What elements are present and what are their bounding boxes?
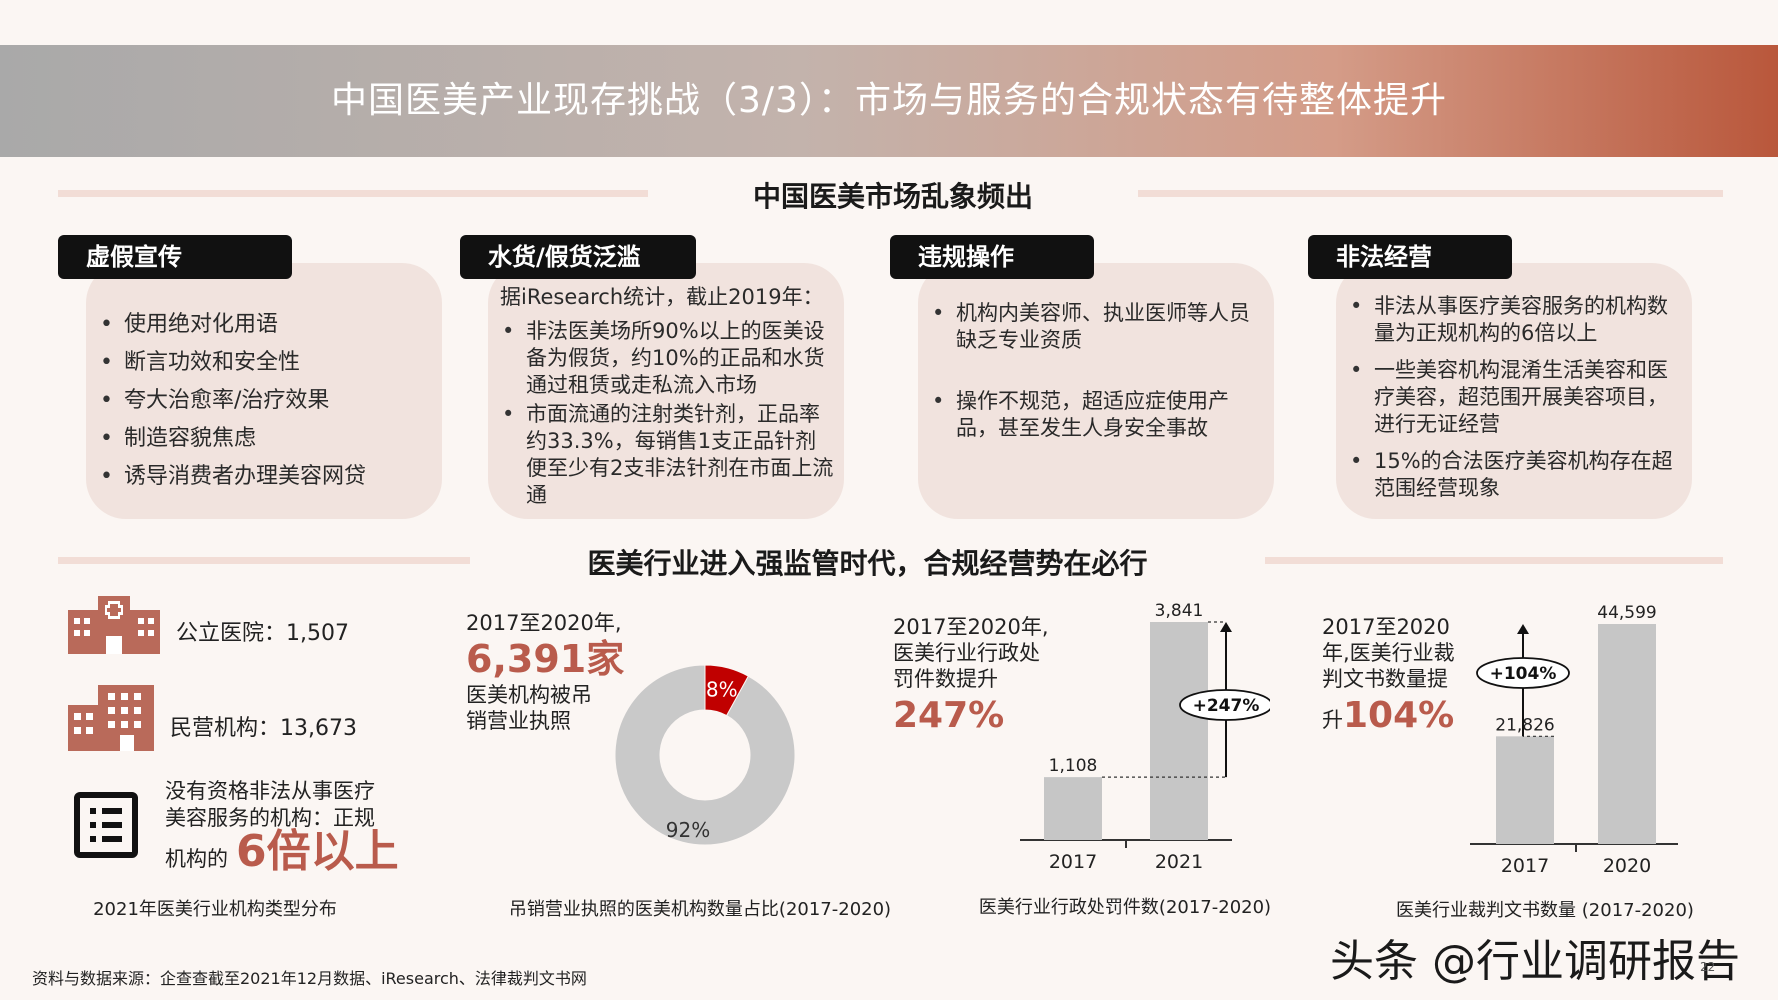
list-item: 非法从事医疗美容服务的机构数量为正规机构的6倍以上	[1346, 293, 1676, 347]
category-label: 2021	[1155, 851, 1203, 873]
list-item: 机构内美容师、执业医师等人员缺乏专业资质	[928, 300, 1254, 354]
page-title: 中国医美产业现存挑战（3/3）：市场与服务的合规状态有待整体提升	[331, 80, 1447, 121]
caption-institutions: 2021年医美行业机构类型分布	[93, 899, 337, 920]
list-item: 15%的合法医疗美容机构存在超范围经营现象	[1346, 448, 1676, 502]
growth-arrow-head	[1220, 622, 1232, 632]
penalty-desc-line: 2017至2020年,	[893, 615, 1049, 639]
growth-arrow-head	[1517, 624, 1529, 634]
donut-chart: 8% 92%	[614, 664, 796, 846]
section-divider-left	[58, 190, 648, 197]
caption-penalty: 医美行业行政处罚件数(2017-2020)	[978, 897, 1272, 918]
illegal-text-line: 没有资格非法从事医疗	[165, 779, 375, 803]
illegal-text-line: 美容服务的机构：正规	[165, 806, 375, 830]
illegal-multiple-highlight: 6倍以上	[236, 826, 399, 877]
caption-judgment: 医美行业裁判文书数量 (2017-2020)	[1396, 900, 1694, 921]
list-item: 诱导消费者办理美容网贷	[96, 458, 426, 496]
list-item: 非法医美场所90%以上的医美设备为假货，约10%的正品和水货通过租赁或走私流入市…	[498, 318, 834, 399]
card-counterfeit-list: 非法医美场所90%以上的医美设备为假货，约10%的正品和水货通过租赁或走私流入市…	[498, 318, 834, 509]
category-label: 2017	[1049, 851, 1097, 873]
card-illegal-business-list: 非法从事医疗美容服务的机构数量为正规机构的6倍以上 一些美容机构混淆生活美容和医…	[1346, 293, 1676, 502]
card-counterfeit-intro: 据iResearch统计，截止2019年：	[500, 285, 824, 309]
illegal-institutions-text: 没有资格非法从事医疗 美容服务的机构：正规 机构的 6倍以上	[165, 778, 399, 874]
judgment-desc-line: 升	[1322, 708, 1343, 732]
growth-annotation: +247%	[1193, 696, 1260, 716]
page-number: 22	[1700, 960, 1716, 974]
growth-annotation-bubble	[1476, 657, 1570, 689]
category-label: 2020	[1603, 855, 1651, 877]
judgment-desc-line: 判文书数量提	[1322, 667, 1448, 691]
judgment-desc: 2017至2020 年,医美行业裁 判文书数量提 升104%	[1322, 614, 1455, 740]
bar	[1150, 622, 1208, 840]
growth-annotation: +104%	[1490, 664, 1557, 684]
list-item: 操作不规范，超适应症使用产品，甚至发生人身安全事故	[928, 388, 1254, 442]
illegal-text-line: 机构的	[165, 847, 228, 871]
list-item: 断言功效和安全性	[96, 344, 426, 382]
hospital-icon	[68, 596, 160, 654]
list-item: 一些美容机构混淆生活美容和医疗美容，超范围开展美容项目，进行无证经营	[1346, 357, 1676, 438]
tag-false-advertising: 虚假宣传	[58, 235, 292, 279]
building-icon	[68, 685, 154, 751]
tag-irregular-operation: 违规操作	[890, 235, 1094, 279]
card-irregular-operation-list: 机构内美容师、执业医师等人员缺乏专业资质 操作不规范，超适应症使用产品，甚至发生…	[928, 300, 1254, 442]
header-banner	[0, 45, 1778, 157]
bar-value-label: 44,599	[1597, 603, 1656, 623]
section-divider-left	[58, 557, 470, 564]
section-divider-right	[1265, 557, 1723, 564]
list-item: 夸大治愈率/治疗效果	[96, 382, 426, 420]
tag-illegal-business: 非法经营	[1308, 235, 1512, 279]
category-label: 2017	[1501, 855, 1549, 877]
penalty-bar-chart: 1,108 2017 3,841 2021 +247%	[1020, 601, 1270, 873]
bar	[1598, 624, 1656, 844]
revocation-desc-line: 医美机构被吊	[466, 683, 592, 707]
penalty-desc-line: 医美行业行政处	[893, 641, 1040, 665]
section-title-regulation: 医美行业进入强监管时代，合规经营势在必行	[587, 547, 1148, 580]
section-title-market: 中国医美市场乱象频出	[752, 180, 1033, 213]
bar-value-label: 21,826	[1495, 715, 1554, 735]
list-item: 使用绝对化用语	[96, 306, 426, 344]
list-item: 制造容貌焦虑	[96, 420, 426, 458]
penalty-desc: 2017至2020年, 医美行业行政处 罚件数提升 247%	[893, 614, 1049, 740]
bar-value-label: 3,841	[1155, 601, 1204, 621]
judgment-desc-line: 2017至2020	[1322, 615, 1450, 639]
watermark: 头条 @行业调研报告	[1330, 936, 1740, 987]
revocation-desc-line: 销营业执照	[466, 709, 571, 733]
revocation-count-highlight: 6,391家	[466, 637, 625, 681]
public-hospital-count: 公立医院：1,507	[176, 621, 349, 646]
bar-value-label: 1,108	[1049, 756, 1098, 776]
revocation-desc: 2017至2020年, 6,391家 医美机构被吊 销营业执照	[466, 610, 624, 734]
caption-revocation: 吊销营业执照的医美机构数量占比(2017-2020)	[508, 899, 892, 920]
growth-annotation-bubble	[1179, 689, 1270, 721]
donut-slice-label: 92%	[666, 818, 710, 842]
private-institution-count: 民营机构：13,673	[170, 716, 357, 741]
penalty-growth-highlight: 247%	[893, 695, 1005, 736]
judgment-desc-line: 年,医美行业裁	[1322, 641, 1455, 665]
bar	[1044, 777, 1102, 840]
judgment-growth-highlight: 104%	[1343, 695, 1455, 736]
section-divider-right	[1138, 190, 1723, 197]
donut-slice-label: 8%	[706, 678, 738, 702]
card-false-advertising-list: 使用绝对化用语 断言功效和安全性 夸大治愈率/治疗效果 制造容貌焦虑 诱导消费者…	[96, 306, 426, 496]
donut-slice	[614, 664, 796, 846]
checklist-icon	[74, 792, 138, 858]
penalty-desc-line: 罚件数提升	[893, 667, 998, 691]
bar	[1496, 736, 1554, 844]
revocation-desc-line: 2017至2020年,	[466, 611, 622, 635]
list-item: 市面流通的注射类针剂，正品率约33.3%，每销售1支正品针剂便至少有2支非法针剂…	[498, 401, 834, 509]
data-source: 资料与数据来源：企查查截至2021年12月数据、iResearch、法律裁判文书…	[32, 969, 587, 988]
tag-counterfeit: 水货/假货泛滥	[460, 235, 696, 279]
judgment-bar-chart: 21,826 2017 44,599 2020 +104%	[1470, 603, 1678, 877]
